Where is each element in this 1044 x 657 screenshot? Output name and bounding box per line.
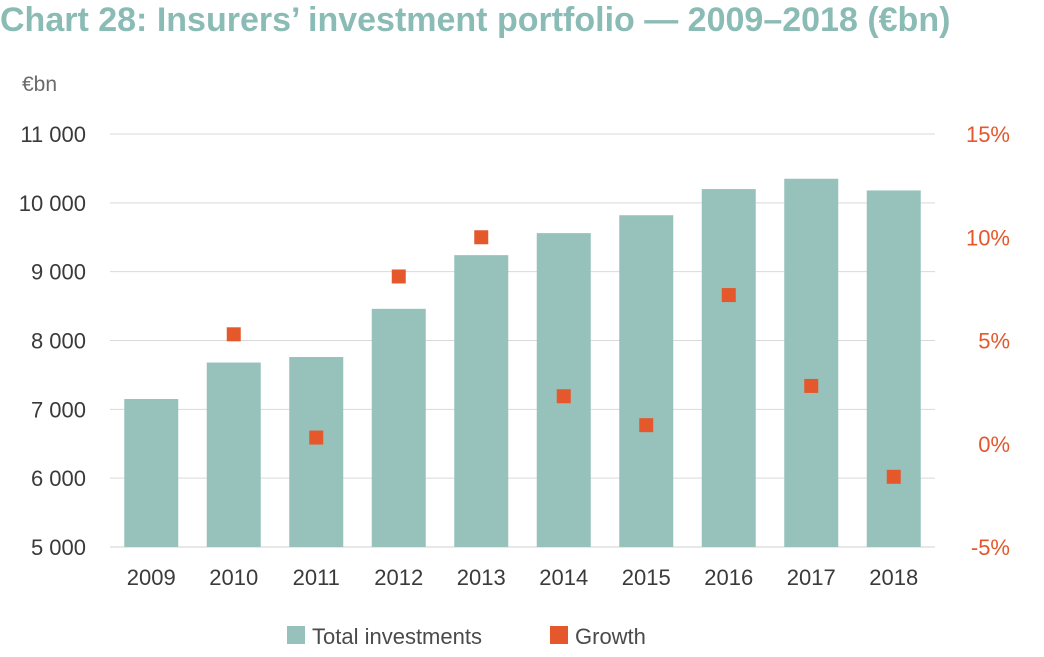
growth-point-2016 bbox=[721, 288, 736, 303]
legend-swatch-growth bbox=[550, 626, 568, 644]
x-axis: 2009 2010 2011 2012 2013 2014 2015 2016 2017 2018 bbox=[127, 565, 918, 590]
bar-2013 bbox=[454, 255, 509, 547]
growth-point-2018 bbox=[886, 469, 901, 484]
legend-swatch-total-investments bbox=[287, 626, 305, 644]
bar-2011 bbox=[289, 357, 344, 547]
right-tick-label: -5% bbox=[971, 535, 1010, 560]
left-tick-label: 8 000 bbox=[31, 329, 86, 354]
bar-2009 bbox=[124, 399, 179, 547]
right-tick-label: 5% bbox=[978, 329, 1010, 354]
right-tick-label: 0% bbox=[978, 432, 1010, 457]
x-tick-label: 2015 bbox=[622, 565, 671, 590]
bar-2018 bbox=[866, 190, 921, 547]
bar-series bbox=[124, 178, 921, 548]
growth-point-2012 bbox=[391, 269, 406, 284]
x-tick-label: 2018 bbox=[869, 565, 918, 590]
growth-point-2017 bbox=[804, 378, 819, 393]
growth-point-2011 bbox=[309, 430, 324, 445]
left-axis: 5 000 6 000 7 000 8 000 9 000 10 000 11 000 bbox=[19, 122, 86, 560]
left-tick-label: 11 000 bbox=[20, 122, 86, 147]
left-tick-label: 7 000 bbox=[31, 397, 86, 422]
growth-point-2010 bbox=[226, 327, 241, 342]
legend: Total investments Growth bbox=[287, 624, 646, 649]
left-tick-label: 5 000 bbox=[31, 535, 86, 560]
legend-label-total-investments: Total investments bbox=[312, 624, 482, 649]
right-tick-label: 10% bbox=[966, 225, 1010, 250]
growth-point-2013 bbox=[474, 230, 489, 245]
bar-2010 bbox=[206, 362, 261, 547]
right-axis: -5% 0% 5% 10% 15% bbox=[966, 122, 1010, 560]
legend-label-growth: Growth bbox=[575, 624, 646, 649]
x-tick-label: 2011 bbox=[293, 565, 340, 590]
x-tick-label: 2009 bbox=[127, 565, 176, 590]
right-tick-label: 15% bbox=[966, 122, 1010, 147]
bar-2017 bbox=[784, 178, 839, 547]
growth-point-2014 bbox=[556, 389, 571, 404]
growth-point-2015 bbox=[639, 418, 654, 433]
chart-title: Chart 28: Insurers’ investment portfolio… bbox=[0, 1, 951, 39]
x-tick-label: 2010 bbox=[209, 565, 258, 590]
x-tick-label: 2014 bbox=[539, 565, 588, 590]
bar-2015 bbox=[619, 215, 674, 547]
growth-series bbox=[226, 230, 901, 484]
x-tick-label: 2017 bbox=[787, 565, 836, 590]
left-tick-label: 10 000 bbox=[19, 191, 86, 216]
x-tick-label: 2012 bbox=[374, 565, 423, 590]
left-tick-label: 9 000 bbox=[31, 260, 86, 285]
x-tick-label: 2016 bbox=[704, 565, 753, 590]
bar-2016 bbox=[701, 189, 756, 548]
y-unit-label: €bn bbox=[22, 73, 57, 96]
bar-2012 bbox=[371, 308, 426, 547]
x-tick-label: 2013 bbox=[457, 565, 506, 590]
left-tick-label: 6 000 bbox=[31, 466, 86, 491]
